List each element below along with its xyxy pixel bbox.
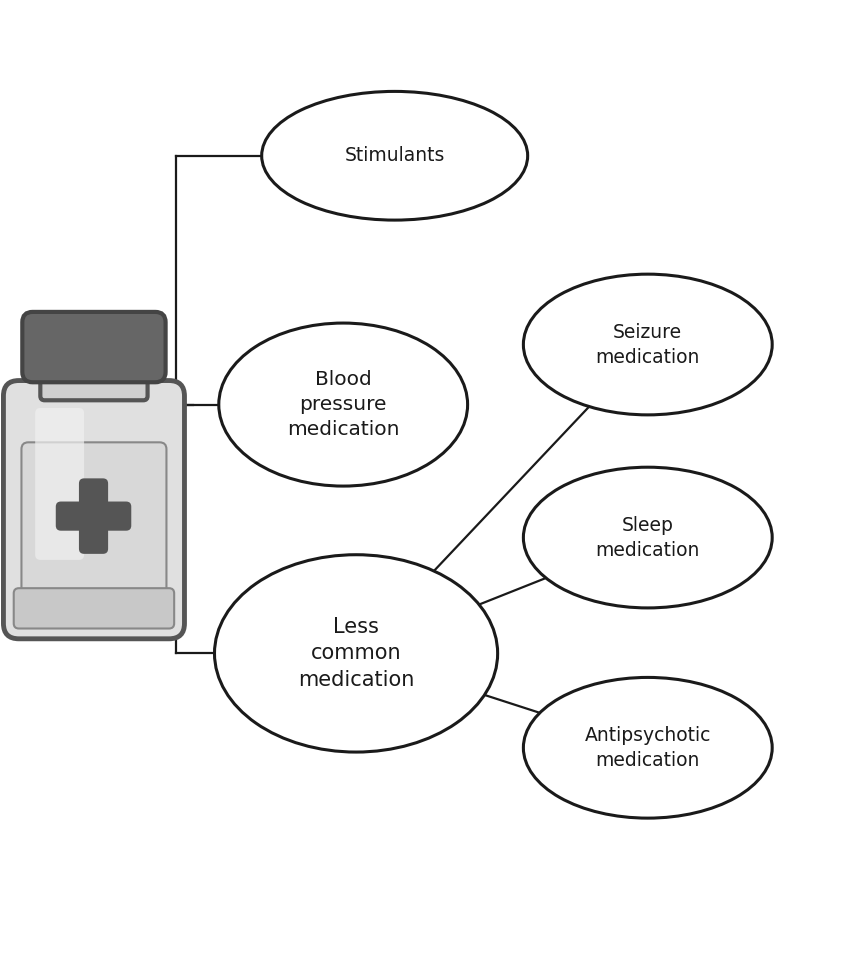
- FancyBboxPatch shape: [14, 588, 174, 628]
- FancyBboxPatch shape: [56, 501, 131, 531]
- Text: Less
common
medication: Less common medication: [298, 617, 414, 690]
- FancyBboxPatch shape: [21, 442, 166, 606]
- Text: Sleep
medication: Sleep medication: [595, 516, 700, 560]
- Text: Antipsychotic
medication: Antipsychotic medication: [584, 726, 711, 770]
- FancyBboxPatch shape: [3, 380, 184, 639]
- Text: Blood
pressure
medication: Blood pressure medication: [287, 371, 400, 439]
- FancyBboxPatch shape: [35, 408, 84, 560]
- Ellipse shape: [214, 555, 498, 752]
- Ellipse shape: [523, 467, 772, 608]
- FancyBboxPatch shape: [22, 312, 166, 382]
- FancyBboxPatch shape: [79, 478, 108, 554]
- Text: Stimulants: Stimulants: [345, 146, 444, 165]
- FancyBboxPatch shape: [40, 368, 148, 400]
- Text: Seizure
medication: Seizure medication: [595, 323, 700, 367]
- Ellipse shape: [523, 274, 772, 414]
- Ellipse shape: [523, 677, 772, 818]
- Ellipse shape: [219, 323, 468, 486]
- Ellipse shape: [262, 92, 528, 220]
